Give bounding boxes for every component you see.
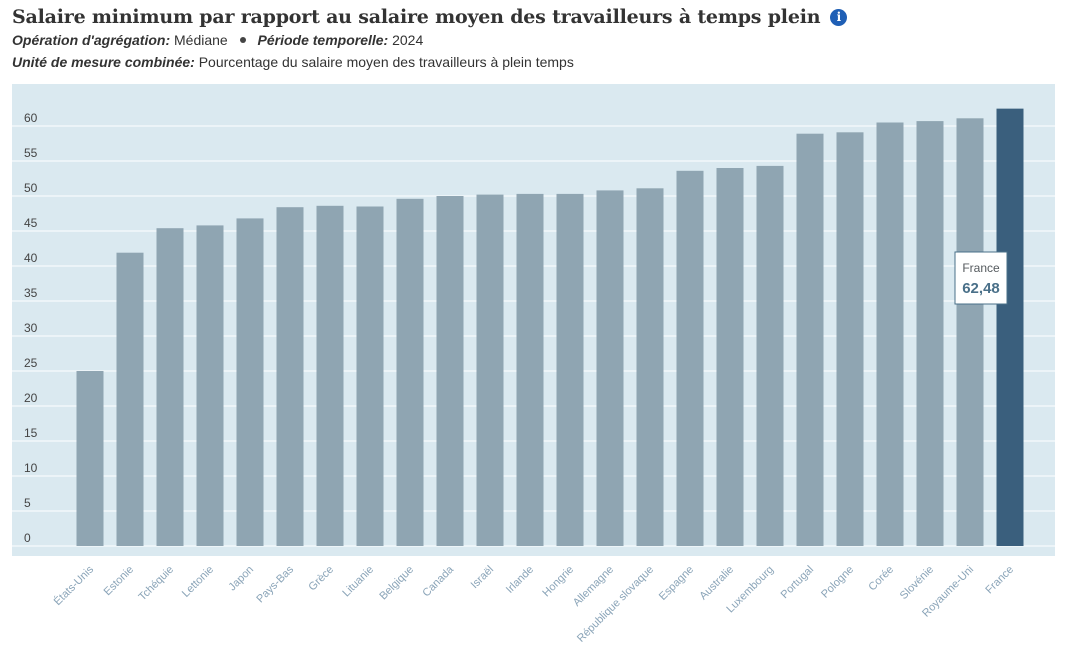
y-tick-label: 45 — [24, 216, 38, 230]
y-tick-label: 35 — [24, 286, 38, 300]
x-tick-label: Tchéquie — [136, 564, 176, 604]
x-tick-label: Pologne — [819, 564, 856, 601]
bar[interactable] — [476, 194, 504, 546]
x-tick-label: Canada — [420, 563, 456, 599]
bar[interactable] — [116, 252, 144, 546]
tooltip-box — [954, 251, 1008, 305]
bar[interactable] — [356, 206, 384, 547]
aggregation-value: Médiane — [174, 32, 228, 48]
x-tick-label: Japon — [226, 564, 256, 594]
separator-dot — [239, 37, 246, 44]
unit-line: Unité de mesure combinée: Pourcentage du… — [12, 54, 574, 70]
x-tick-label: Slovénie — [898, 564, 936, 602]
x-tick-label: France — [983, 564, 1016, 597]
x-tick-label: Israël — [469, 564, 497, 592]
info-icon[interactable]: i — [830, 8, 848, 26]
tooltip-value: 62,48 — [962, 280, 1000, 297]
x-tick-label: États-Unis — [51, 563, 96, 608]
bar[interactable] — [836, 132, 864, 547]
x-tick-label: Belgique — [377, 564, 416, 603]
y-tick-label: 20 — [24, 391, 38, 405]
bar[interactable] — [716, 168, 744, 546]
tooltip-name: France — [962, 261, 1000, 275]
bar[interactable] — [676, 170, 704, 547]
y-tick-label: 30 — [24, 321, 38, 335]
bar[interactable] — [276, 207, 304, 546]
x-tick-label: Espagne — [657, 564, 696, 603]
bar[interactable] — [876, 122, 904, 547]
x-tick-label: Pays-Bas — [254, 563, 296, 605]
x-tick-label: Grèce — [306, 564, 336, 594]
title-row: Salaire minimum par rapport au salaire m… — [12, 6, 848, 28]
x-tick-label: Australie — [697, 564, 736, 603]
y-tick-label: 25 — [24, 356, 38, 370]
x-tick-label: Irlande — [504, 564, 536, 596]
bar[interactable] — [236, 218, 264, 546]
x-tick-label: Lituanie — [340, 564, 376, 600]
x-tick-label: Portugal — [779, 564, 816, 601]
y-tick-label: 10 — [24, 461, 38, 475]
bar[interactable] — [516, 193, 544, 546]
y-tick-label: 60 — [24, 111, 38, 125]
bar[interactable] — [916, 121, 944, 546]
y-tick-label: 50 — [24, 181, 38, 195]
x-tick-label: Lettonie — [180, 564, 216, 600]
x-tick-label: Hongrie — [540, 564, 576, 600]
y-tick-label: 55 — [24, 146, 38, 160]
aggregation-line: Opération d'agrégation: Médiane Période … — [12, 32, 423, 48]
x-tick-label: République slovaque — [575, 564, 656, 645]
bar[interactable] — [756, 165, 784, 546]
x-tick-label: Estonie — [102, 564, 136, 598]
bar[interactable] — [996, 108, 1024, 546]
bar[interactable] — [396, 198, 424, 547]
bar[interactable] — [316, 205, 344, 547]
aggregation-key: Opération d'agrégation: — [12, 32, 171, 48]
y-tick-label: 15 — [24, 426, 38, 440]
bar[interactable] — [796, 133, 824, 546]
y-tick-label: 40 — [24, 251, 38, 265]
y-tick-label: 5 — [24, 496, 31, 510]
y-tick-label: 0 — [24, 531, 31, 545]
bar[interactable] — [556, 193, 584, 546]
chart-title: Salaire minimum par rapport au salaire m… — [12, 6, 821, 28]
bar[interactable] — [196, 225, 224, 546]
period-key: Période temporelle: — [257, 32, 389, 48]
bar[interactable] — [76, 371, 104, 546]
bar[interactable] — [956, 118, 984, 547]
period-value: 2024 — [392, 32, 424, 48]
x-tick-label: Corée — [866, 564, 896, 594]
unit-value: Pourcentage du salaire moyen des travail… — [198, 54, 574, 70]
bar[interactable] — [156, 228, 184, 546]
bar[interactable] — [636, 188, 664, 547]
unit-key: Unité de mesure combinée: — [12, 54, 195, 70]
bar[interactable] — [436, 196, 464, 546]
bar[interactable] — [596, 190, 624, 546]
